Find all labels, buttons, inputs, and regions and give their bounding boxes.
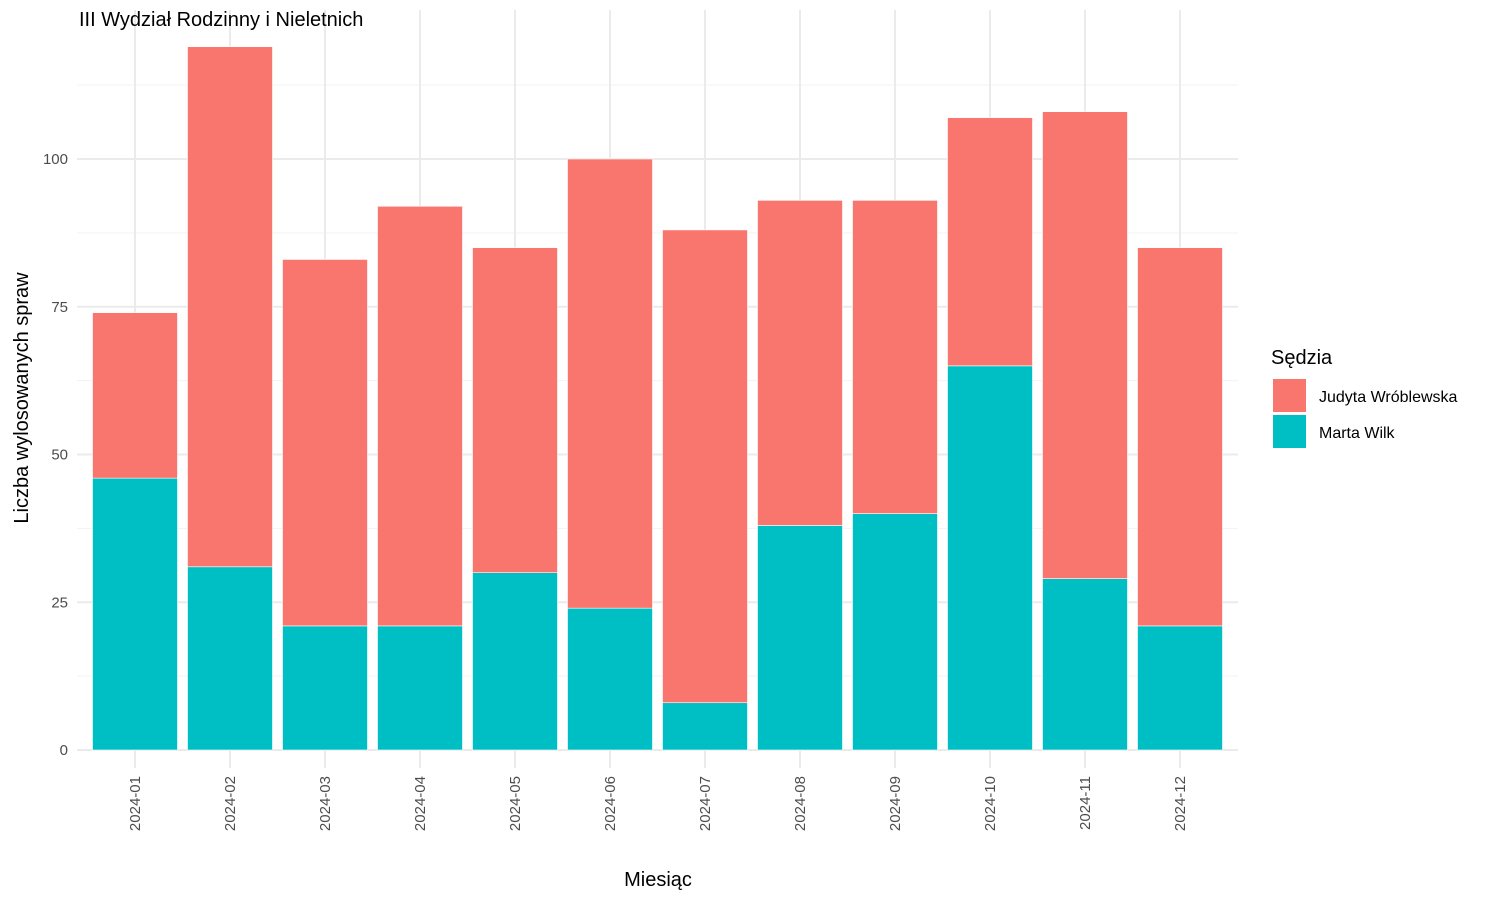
bar-judyta-wroblewska-2024-08 — [757, 200, 843, 526]
bar-judyta-wroblewska-2024-05 — [472, 247, 558, 573]
legend-label-judyta-wroblewska: Judyta Wróblewska — [1319, 389, 1458, 406]
y-axis-title: Liczba wylosowanych spraw — [11, 272, 33, 524]
bar-marta-wilk-2024-11 — [1042, 578, 1128, 751]
bar-judyta-wroblewska-2024-11 — [1042, 111, 1128, 579]
y-tick-label: 100 — [43, 151, 68, 168]
bar-marta-wilk-2024-12 — [1137, 625, 1223, 751]
bar-judyta-wroblewska-2024-04 — [377, 205, 463, 627]
bar-marta-wilk-2024-02 — [187, 566, 273, 751]
chart-title: III Wydział Rodzinny i Nieletnich — [79, 9, 363, 31]
x-tick-label: 2024-08 — [792, 776, 809, 831]
x-tick-label: 2024-03 — [317, 776, 334, 831]
x-tick-label: 2024-05 — [507, 776, 524, 831]
x-tick-label: 2024-02 — [222, 776, 239, 831]
y-tick-label: 25 — [51, 594, 68, 611]
x-tick-label: 2024-10 — [982, 776, 999, 831]
bar-judyta-wroblewska-2024-01 — [92, 312, 178, 479]
y-tick-label: 75 — [51, 299, 68, 316]
x-tick-label: 2024-11 — [1077, 776, 1094, 830]
bar-marta-wilk-2024-10 — [947, 365, 1033, 751]
bars — [92, 46, 1223, 751]
x-tick-label: 2024-07 — [697, 776, 714, 831]
x-tick-label: 2024-12 — [1172, 776, 1189, 831]
x-axis-ticks: 2024-01 2024-02 2024-03 2024-04 2024-05 2024-… — [127, 776, 1189, 831]
bar-judyta-wroblewska-2024-12 — [1137, 247, 1223, 627]
x-tick-label: 2024-06 — [602, 776, 619, 831]
legend-key-judyta-wroblewska — [1273, 379, 1306, 412]
bar-marta-wilk-2024-03 — [282, 625, 368, 751]
x-axis-title: Miesiąc — [624, 869, 692, 891]
x-tick-label: 2024-09 — [887, 776, 904, 831]
bar-judyta-wroblewska-2024-03 — [282, 259, 368, 627]
legend-title: Sędzia — [1271, 347, 1333, 369]
y-tick-label: 0 — [60, 742, 68, 759]
bar-judyta-wroblewska-2024-07 — [662, 229, 748, 704]
bar-marta-wilk-2024-08 — [757, 525, 843, 751]
y-tick-label: 50 — [51, 447, 68, 464]
bar-judyta-wroblewska-2024-09 — [852, 200, 938, 514]
bar-marta-wilk-2024-05 — [472, 572, 558, 751]
legend-key-marta-wilk — [1273, 415, 1306, 448]
bar-marta-wilk-2024-06 — [567, 607, 653, 751]
bar-judyta-wroblewska-2024-10 — [947, 117, 1033, 367]
bar-judyta-wroblewska-2024-02 — [187, 46, 273, 568]
legend: Sędzia Judyta Wróblewska Marta Wilk — [1271, 347, 1458, 448]
bar-marta-wilk-2024-07 — [662, 702, 748, 751]
bar-marta-wilk-2024-04 — [377, 625, 463, 751]
bar-marta-wilk-2024-01 — [92, 477, 178, 751]
x-tick-label: 2024-04 — [412, 776, 429, 831]
legend-label-marta-wilk: Marta Wilk — [1319, 425, 1396, 442]
x-tick-label: 2024-01 — [127, 776, 144, 831]
y-axis-ticks: 0 25 50 75 100 — [43, 151, 68, 759]
bar-marta-wilk-2024-09 — [852, 513, 938, 751]
bar-judyta-wroblewska-2024-06 — [567, 158, 653, 609]
